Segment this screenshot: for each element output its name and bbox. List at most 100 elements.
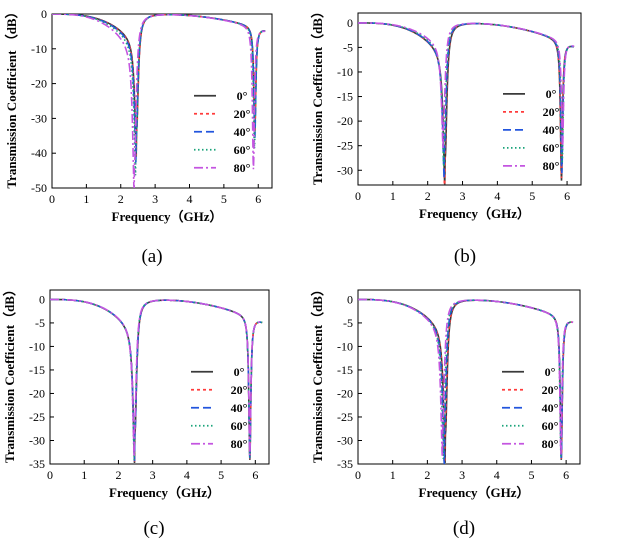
- y-tick-label: -15: [337, 363, 353, 377]
- y-axis-title: Transmission Coefficient （dB）: [4, 5, 19, 188]
- x-tick-label: 1: [81, 468, 87, 482]
- x-tick-label: 4: [494, 189, 500, 203]
- x-tick-label: 2: [118, 192, 124, 206]
- x-tick-label: 4: [187, 192, 193, 206]
- series-line-3: [358, 298, 574, 459]
- x-tick-label: 3: [150, 468, 156, 482]
- legend-label: 0°: [237, 89, 248, 103]
- x-tick-label: 6: [252, 468, 258, 482]
- legend-label: 40°: [543, 123, 560, 137]
- x-tick-label: 5: [218, 468, 224, 482]
- y-tick-label: -20: [337, 114, 353, 128]
- plot-frame: [49, 289, 270, 465]
- legend-label: 20°: [231, 383, 248, 397]
- chart-panel-b: 0 1 2 3 4 5 6 0 -5 -10 -15 -20 -25 -30 Frequency（GHz） T…: [310, 5, 582, 267]
- x-tick-label: 4: [184, 468, 190, 482]
- plot-frame: [357, 12, 582, 186]
- x-tick-label: 3: [460, 189, 466, 203]
- legend-label: 20°: [542, 383, 559, 397]
- panel-caption: (d): [453, 518, 475, 539]
- y-tick-label: -20: [29, 386, 45, 400]
- y-tick-label: -10: [337, 65, 353, 79]
- panel-caption: (a): [141, 246, 162, 267]
- y-tick-label: -15: [337, 90, 353, 104]
- y-tick-label: -35: [29, 457, 45, 471]
- legend-label: 0°: [234, 365, 245, 379]
- legend-label: 20°: [543, 105, 560, 119]
- y-axis-title: Transmission Coefficient（dB）: [2, 283, 17, 463]
- x-tick-label: 5: [221, 192, 227, 206]
- x-axis-title: Frequency（GHz）: [112, 209, 223, 224]
- x-axis-title: Frequency（GHz）: [419, 206, 530, 221]
- x-axis-title: Frequency（GHz）: [419, 485, 530, 500]
- legend-label: 40°: [234, 125, 251, 139]
- chart-panel-a: 0 1 2 3 4 5 6 0 -10 -20 -30 -40 -50 Frequency（GHz） Tra…: [4, 5, 273, 267]
- x-tick-label: 1: [390, 189, 396, 203]
- panel-caption: (c): [143, 518, 164, 539]
- x-tick-label: 3: [459, 468, 465, 482]
- x-tick-label: 1: [83, 192, 89, 206]
- y-tick-label: -40: [31, 146, 47, 160]
- y-tick-label: -20: [337, 386, 353, 400]
- y-tick-label: -30: [29, 433, 45, 447]
- y-tick-label: 0: [347, 16, 353, 30]
- legend-label: 60°: [542, 419, 559, 433]
- series-line-4: [358, 298, 574, 458]
- series-line-2: [358, 22, 575, 179]
- x-tick-label: 3: [152, 192, 158, 206]
- legend-label: 80°: [234, 161, 251, 175]
- legend-label: 60°: [234, 143, 251, 157]
- x-tick-label: 2: [115, 468, 121, 482]
- y-tick-label: -25: [337, 139, 353, 153]
- panel-caption: (b): [454, 246, 476, 267]
- legend-label: 80°: [543, 159, 560, 173]
- y-tick-label: -35: [337, 457, 353, 471]
- x-tick-label: 0: [355, 468, 361, 482]
- y-tick-label: -10: [31, 42, 47, 56]
- legend-label: 80°: [231, 437, 248, 451]
- x-tick-label: 5: [528, 468, 534, 482]
- series-line-2: [52, 14, 266, 163]
- y-tick-label: 0: [347, 292, 353, 306]
- y-tick-label: -10: [337, 339, 353, 353]
- chart-panel-d: 0 1 2 3 4 5 6 0 -5 -10 -15 -20 -25 -30 -35 Frequency（GH…: [310, 283, 581, 539]
- x-axis-title: Frequency（GHz）: [109, 485, 220, 500]
- x-tick-label: 0: [47, 468, 53, 482]
- y-tick-label: 0: [41, 7, 47, 21]
- x-tick-label: 2: [424, 468, 430, 482]
- x-tick-label: 6: [563, 468, 569, 482]
- legend-label: 40°: [231, 401, 248, 415]
- legend-label: 60°: [231, 419, 248, 433]
- y-tick-label: -5: [343, 40, 353, 54]
- y-tick-label: -30: [337, 433, 353, 447]
- y-tick-label: -10: [29, 339, 45, 353]
- x-tick-label: 0: [49, 192, 55, 206]
- legend-label: 40°: [542, 401, 559, 415]
- legend-label: 80°: [542, 437, 559, 451]
- y-tick-label: -20: [31, 77, 47, 91]
- legend-label: 20°: [234, 107, 251, 121]
- y-tick-label: -5: [35, 316, 45, 330]
- y-tick-label: -50: [31, 181, 47, 195]
- y-tick-label: -30: [337, 163, 353, 177]
- y-tick-label: -30: [31, 111, 47, 125]
- y-axis-title: Transmission Coefficient（dB）: [310, 283, 325, 463]
- x-tick-label: 0: [355, 189, 361, 203]
- series-line-4: [50, 298, 263, 458]
- y-tick-label: -25: [337, 410, 353, 424]
- y-tick-label: 0: [39, 292, 45, 306]
- legend-label: 0°: [545, 365, 556, 379]
- x-tick-label: 2: [425, 189, 431, 203]
- legend-label: 60°: [543, 141, 560, 155]
- x-tick-label: 6: [564, 189, 570, 203]
- y-tick-label: -5: [343, 316, 353, 330]
- x-tick-label: 4: [494, 468, 500, 482]
- plot-frame: [357, 289, 581, 465]
- x-tick-label: 6: [255, 192, 261, 206]
- legend-label: 0°: [546, 87, 557, 101]
- y-tick-label: -15: [29, 363, 45, 377]
- y-axis-title: Transmission Coefficient（dB）: [310, 5, 325, 185]
- series-line-4: [52, 14, 266, 188]
- y-tick-label: -25: [29, 410, 45, 424]
